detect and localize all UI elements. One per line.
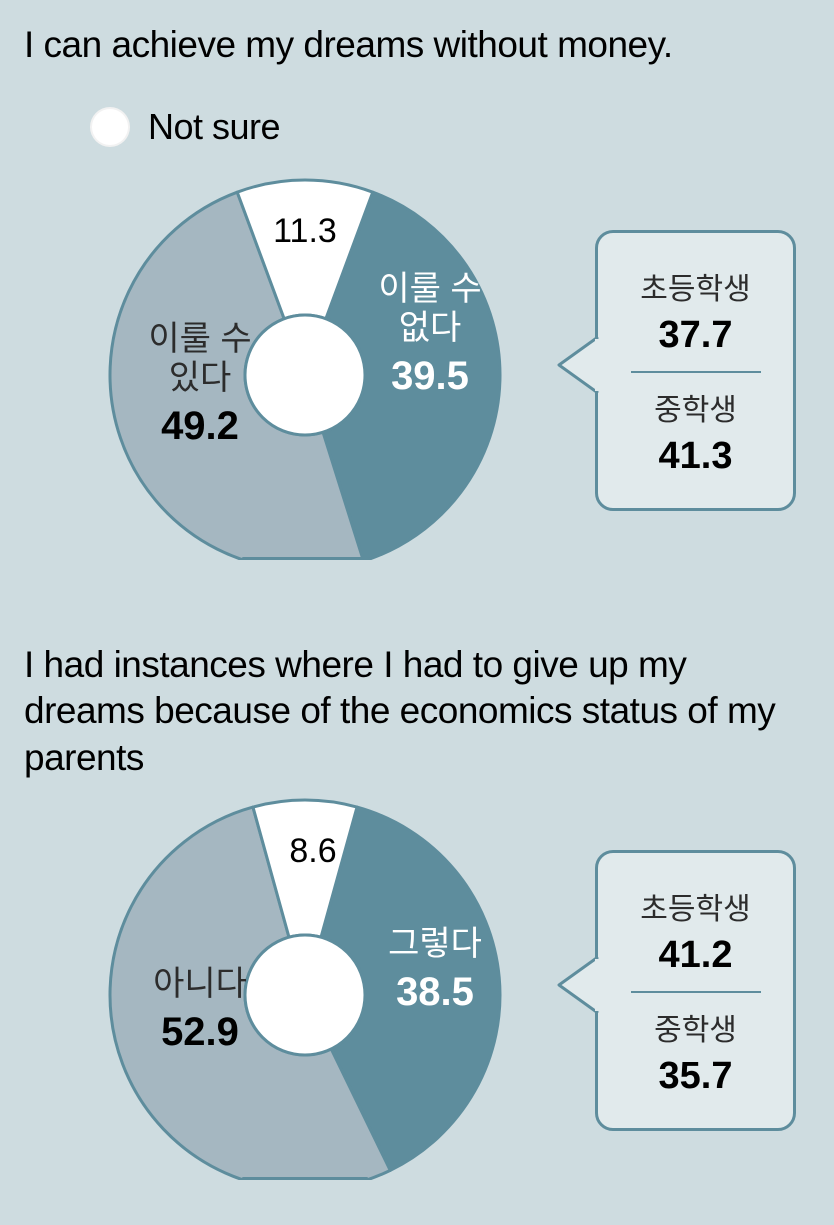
legend-label-notsure: Not sure xyxy=(148,106,280,148)
chart2-callout: 초등학생 41.2 중학생 35.7 xyxy=(595,850,796,1131)
chart2-callout-row2-value: 35.7 xyxy=(659,1055,733,1098)
chart2-title: I had instances where I had to give up m… xyxy=(24,642,814,781)
chart1-callout-row1-label: 초등학생 xyxy=(640,264,750,308)
chart2-callout-separator xyxy=(631,991,761,993)
chart2-callout-row1-label: 초등학생 xyxy=(640,884,750,928)
chart1: 11.3 이룰 수 없다 39.5 이룰 수 있다 49.2 xyxy=(80,170,560,600)
chart1-notsure-value: 11.3 xyxy=(255,212,355,251)
chart1-callout-row2-value: 41.3 xyxy=(659,435,733,478)
legend-swatch-notsure xyxy=(90,107,130,147)
chart1-callout-row2-label: 중학생 xyxy=(654,385,737,429)
chart1-callout-row1-value: 37.7 xyxy=(659,314,733,357)
chart2-notsure-value: 8.6 xyxy=(268,832,358,871)
chart2-callout-row1-value: 41.2 xyxy=(659,934,733,977)
chart2: 8.6 그렇다 38.5 아니다 52.9 xyxy=(80,790,560,1220)
chart1-callout-separator xyxy=(631,371,761,373)
chart1-callout-pointer xyxy=(555,335,600,395)
chart2-callout-pointer xyxy=(555,955,600,1015)
chart1-title: I can achieve my dreams without money. xyxy=(24,22,673,68)
chart2-callout-row2-label: 중학생 xyxy=(654,1005,737,1049)
legend: Not sure xyxy=(90,106,280,148)
chart1-callout: 초등학생 37.7 중학생 41.3 xyxy=(595,230,796,511)
